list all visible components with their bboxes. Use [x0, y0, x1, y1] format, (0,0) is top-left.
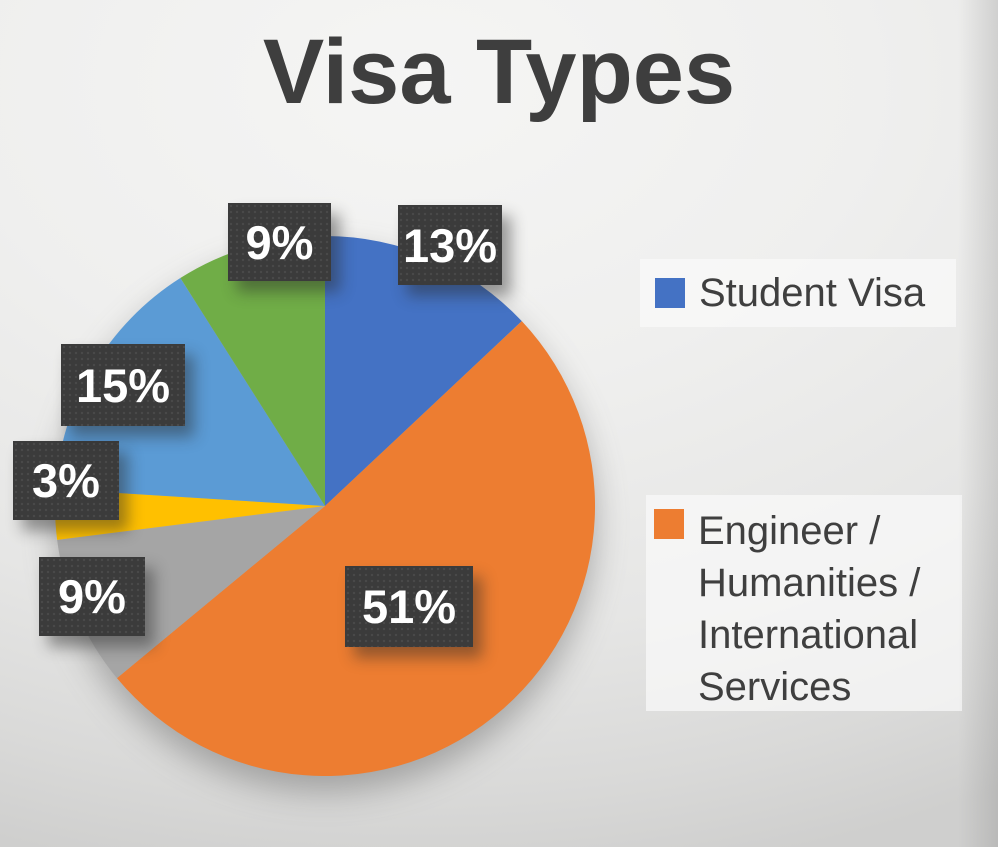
legend-swatch-engineer-humanities [654, 509, 684, 539]
pie-slice-student [325, 236, 522, 506]
chart-title: Visa Types [262, 21, 736, 123]
data-label-51pct: 51% [345, 566, 473, 647]
pie-slice-engineer [116, 321, 596, 777]
legend-label-student-visa: Student Visa [699, 270, 926, 315]
slide-edge-shading [958, 0, 998, 847]
data-label-3pct: 3% [13, 441, 119, 520]
data-label-13pct: 13% [398, 205, 502, 285]
pie-slice-segment-4 [54, 489, 325, 540]
pie-svg [54, 236, 596, 777]
data-label-9pct: 9% [228, 203, 331, 281]
data-label-9pct: 9% [39, 557, 145, 636]
legend-swatch-student-visa [655, 278, 685, 308]
pie-slice-segment-5 [55, 278, 325, 506]
pie-slice-segment-6 [180, 236, 325, 506]
pie-chart [54, 236, 596, 777]
data-label-15pct: 15% [61, 344, 185, 426]
legend-label-engineer-humanities: Engineer / Humanities / International Se… [698, 509, 921, 709]
legend-item-engineer-humanities: Engineer / Humanities / International Se… [646, 495, 962, 711]
legend-item-student-visa: Student Visa [640, 259, 956, 327]
